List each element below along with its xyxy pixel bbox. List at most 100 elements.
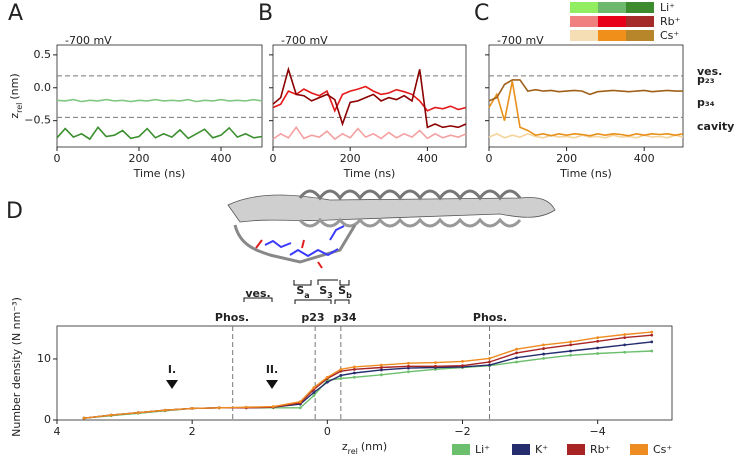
data-point (163, 408, 167, 412)
annotation: p23 (301, 311, 324, 324)
panel-label: B (258, 1, 273, 26)
axis-label-unit: (nm) (8, 73, 21, 99)
annotation: p34 (333, 311, 357, 324)
data-line (488, 132, 684, 139)
data-line (488, 81, 684, 137)
data-point (569, 349, 573, 353)
data-point (542, 347, 545, 350)
data-point (623, 336, 627, 339)
site-sub: 3 (327, 291, 333, 300)
site-main: S (338, 284, 346, 297)
data-point (488, 363, 491, 367)
x-tick-label: 0 (324, 425, 331, 438)
color-key-label: Li⁺ (660, 1, 675, 14)
x-tick-label: 0 (270, 152, 277, 165)
y-tick-label: −0.5 (24, 114, 51, 127)
data-point (515, 351, 518, 355)
data-point (623, 350, 627, 354)
data-point (650, 349, 654, 353)
data-point (190, 407, 194, 410)
data-point (352, 375, 356, 379)
y-tick-label: 0.5 (34, 48, 52, 61)
data-point (569, 353, 573, 357)
y-tick-label: 0 (44, 413, 51, 426)
color-key-swatch (570, 30, 598, 41)
data-line (488, 79, 683, 102)
panel-label: D (6, 199, 23, 224)
x-tick-label: 2 (189, 425, 196, 438)
x-tick-label: 200 (129, 152, 150, 165)
data-point (515, 347, 518, 351)
color-key-label: Cs⁺ (660, 29, 679, 42)
data-point (569, 343, 573, 347)
plot-frame (272, 44, 467, 148)
data-point (407, 361, 410, 365)
color-key-swatch (598, 2, 626, 13)
data-point (379, 373, 383, 377)
site-main: S (296, 284, 304, 297)
data-point (542, 356, 545, 360)
region-label: p₂₃ (697, 73, 715, 86)
data-point (650, 333, 654, 337)
data-point (339, 374, 343, 377)
region-label: p₃₄ (697, 96, 715, 109)
data-line (272, 66, 467, 129)
x-tick-label: 400 (211, 152, 232, 165)
x-axis-label: Time (ns) (133, 167, 186, 180)
data-point (352, 365, 356, 369)
x-tick-label: −2 (454, 425, 470, 438)
data-point (596, 339, 600, 343)
data-line (272, 85, 467, 113)
data-point (623, 333, 627, 336)
chart-title: -700 mV (497, 34, 544, 47)
data-point (650, 340, 654, 344)
color-key-label: Rb⁺ (660, 15, 681, 28)
data-point (434, 361, 437, 365)
y-axis-label: Number density (N nm⁻³) (10, 297, 23, 437)
data-point (488, 356, 491, 360)
arrow (166, 380, 178, 389)
data-point (217, 406, 221, 410)
region-label: cavity (697, 120, 734, 133)
legend-swatch (630, 444, 648, 455)
site-sub: a (304, 291, 309, 300)
data-point (569, 340, 573, 344)
data-point (461, 360, 464, 363)
legend-label: K⁺ (535, 443, 548, 456)
site-main: S (319, 284, 327, 297)
annotation: Phos. (215, 311, 249, 324)
axis-label: zrel(nm) (8, 73, 24, 118)
plot-frame (488, 44, 684, 148)
legend-label: Cs⁺ (653, 443, 672, 456)
data-point (339, 377, 343, 380)
axis-label: zrel(nm) (342, 440, 387, 456)
annotation: I. (168, 363, 176, 376)
bracket (243, 279, 350, 304)
data-point (596, 352, 600, 355)
data-point (312, 394, 316, 397)
data-point (339, 367, 343, 371)
x-tick-label: 200 (556, 152, 577, 165)
data-point (488, 360, 491, 364)
data-point (352, 371, 356, 375)
data-point (82, 416, 86, 420)
data-point (379, 368, 383, 372)
legend-swatch (567, 444, 585, 455)
color-key-swatch (626, 16, 654, 27)
data-point (596, 336, 600, 339)
data-line (56, 98, 263, 103)
x-tick-label: −4 (590, 425, 606, 438)
x-tick-label: 400 (634, 152, 655, 165)
annotation: ves. (245, 287, 270, 300)
data-point (325, 380, 329, 384)
chart-title: -700 mV (65, 34, 112, 47)
x-tick-label: 0 (486, 152, 493, 165)
data-point (650, 330, 654, 334)
protein-cartoon (227, 189, 556, 269)
data-point (596, 346, 600, 350)
y-tick-label: 10 (37, 352, 51, 365)
x-axis-label: Time (ns) (559, 167, 612, 180)
legend-label: Rb⁺ (590, 443, 611, 456)
axis-label-unit: (nm) (361, 440, 387, 453)
